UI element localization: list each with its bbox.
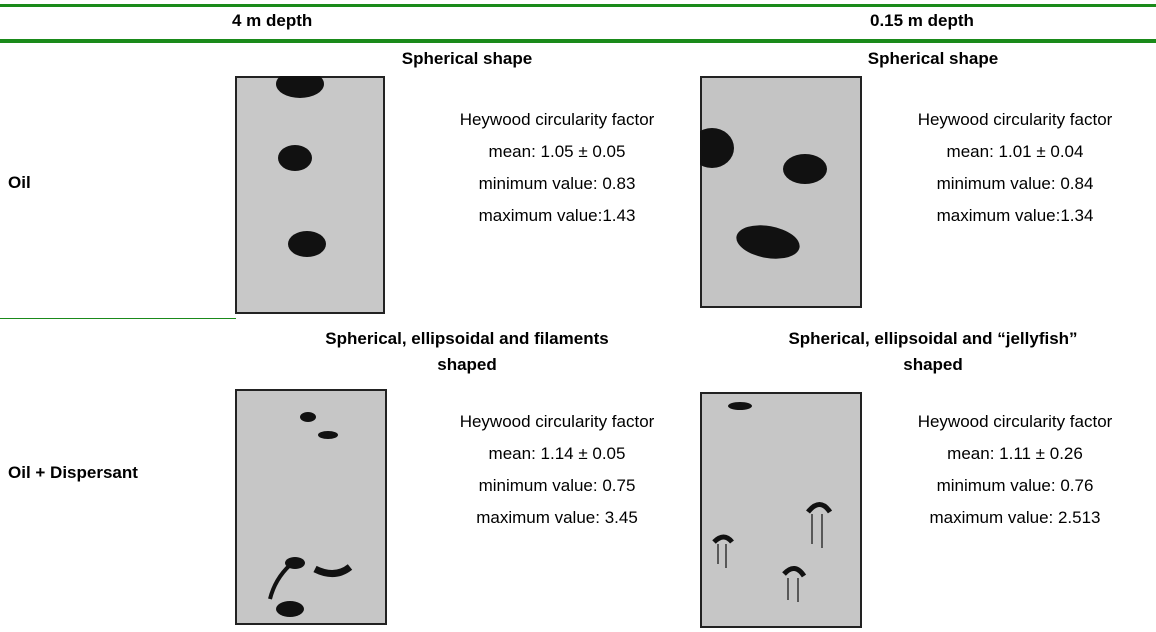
stat-line: mean: 1.14 ± 0.05 [489, 441, 626, 467]
column-header: 4 m depth [232, 8, 312, 34]
stat-line: Heywood circularity factor [460, 409, 655, 435]
stat-line: mean: 1.01 ± 0.04 [947, 139, 1084, 165]
shape-title: Spherical shape [402, 46, 532, 72]
stat-line: Heywood circularity factor [460, 107, 655, 133]
photo [700, 76, 864, 310]
stat-line: mean: 1.05 ± 0.05 [489, 139, 626, 165]
stat-line: minimum value: 0.84 [937, 171, 1094, 197]
top-rule [0, 4, 1156, 7]
header-rule [0, 39, 1156, 43]
photo [235, 76, 387, 316]
stat-line: Heywood circularity factor [918, 107, 1113, 133]
stat-line: minimum value: 0.76 [937, 473, 1094, 499]
shape-title: Spherical, ellipsoidal and “jellyfish” [788, 326, 1077, 352]
page: 4 m depth 0.15 m depth Oil Spherical shap… [0, 0, 1156, 632]
stat-line: maximum value:1.43 [479, 203, 636, 229]
stat-line: maximum value: 2.513 [929, 505, 1100, 531]
row-label: Oil [8, 170, 31, 196]
shape-title: shaped [437, 352, 497, 378]
stat-line: minimum value: 0.83 [479, 171, 636, 197]
row-rule [0, 318, 236, 319]
shape-title: shaped [903, 352, 963, 378]
column-header: 0.15 m depth [870, 8, 974, 34]
stat-line: Heywood circularity factor [918, 409, 1113, 435]
stat-line: maximum value: 3.45 [476, 505, 638, 531]
photo [235, 389, 389, 627]
row-label: Oil + Dispersant [8, 460, 138, 486]
shape-title: Spherical shape [868, 46, 998, 72]
stat-line: mean: 1.11 ± 0.26 [947, 441, 1083, 467]
shape-title: Spherical, ellipsoidal and filaments [325, 326, 608, 352]
stat-line: maximum value:1.34 [937, 203, 1094, 229]
stat-line: minimum value: 0.75 [479, 473, 636, 499]
photo [700, 392, 864, 630]
